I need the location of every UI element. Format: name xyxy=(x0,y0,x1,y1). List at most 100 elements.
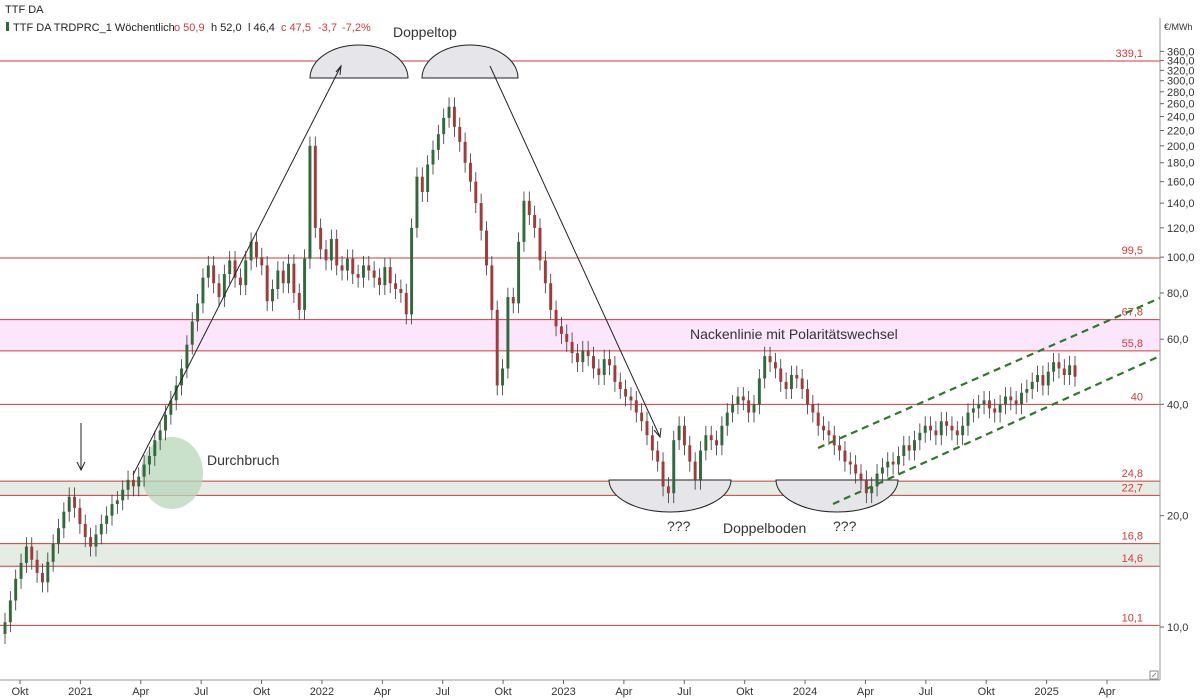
candle-body xyxy=(950,425,954,431)
level-label-1: 99,5 xyxy=(1122,245,1143,257)
candle xyxy=(1009,387,1013,411)
candle-body xyxy=(1073,365,1077,377)
candle-body xyxy=(233,260,237,278)
x-tick-label-15: Jul xyxy=(919,686,933,698)
candle-body xyxy=(399,289,403,293)
candle xyxy=(361,256,365,288)
candle xyxy=(543,251,547,294)
candle-body xyxy=(645,421,649,436)
x-tick-label-4: Okt xyxy=(253,686,270,698)
x-tick-label-0: Okt xyxy=(11,686,28,698)
candle xyxy=(46,552,50,593)
candle-body xyxy=(789,375,793,390)
candle xyxy=(324,239,328,271)
candle-body xyxy=(939,421,943,436)
candle-body xyxy=(955,430,959,436)
candle-body xyxy=(570,341,574,354)
candle xyxy=(517,232,521,314)
candle xyxy=(784,372,788,399)
y-tick-label-4: 280,0 xyxy=(1167,87,1195,99)
x-tick-label-12: Okt xyxy=(736,686,753,698)
candle xyxy=(190,312,194,355)
candle-body xyxy=(1025,389,1029,393)
candle-body xyxy=(731,404,735,413)
candle-body xyxy=(870,486,874,494)
label-nackenlinie: Nackenlinie mit Polaritätswechsel xyxy=(690,326,898,342)
level-label-6: 22,7 xyxy=(1122,482,1143,494)
candle xyxy=(715,430,719,456)
candle-body xyxy=(436,134,440,150)
candle-body xyxy=(1003,396,1007,405)
candle-body xyxy=(468,162,472,182)
x-tick-label-5: 2022 xyxy=(310,686,334,698)
candle xyxy=(463,132,467,173)
candle xyxy=(94,525,98,557)
candle-body xyxy=(308,145,312,259)
candle xyxy=(682,416,686,456)
x-tick-label-2: Apr xyxy=(132,686,149,698)
candle-body xyxy=(565,333,569,342)
candle-body xyxy=(46,561,50,583)
candle-body xyxy=(586,350,590,357)
level-label-3: 55,8 xyxy=(1122,338,1143,350)
candle-body xyxy=(361,265,365,278)
candle-body xyxy=(57,528,60,544)
candle xyxy=(929,416,933,441)
candle-body xyxy=(806,389,809,405)
candle-body xyxy=(575,353,579,363)
candle-body xyxy=(30,546,34,560)
candle xyxy=(105,506,109,534)
y-tick-label-8: 200,0 xyxy=(1167,141,1195,153)
zone-green-2 xyxy=(0,543,1160,567)
candle xyxy=(854,455,858,484)
candle-body xyxy=(254,241,258,258)
candle xyxy=(1046,362,1050,396)
candle-body xyxy=(260,257,264,266)
candle xyxy=(880,458,884,484)
candle xyxy=(688,435,692,472)
candle xyxy=(763,346,767,389)
candle-body xyxy=(1036,375,1040,382)
candle-body xyxy=(372,270,376,278)
candle xyxy=(212,256,216,294)
candle xyxy=(431,140,435,175)
candle xyxy=(121,480,125,511)
candle xyxy=(923,416,927,443)
candle xyxy=(656,441,660,472)
candle xyxy=(907,435,911,461)
candle-body xyxy=(212,265,216,284)
candle-body xyxy=(966,412,970,426)
legend-low: l 46,4 xyxy=(248,22,275,34)
resize-handle[interactable] xyxy=(1149,670,1159,680)
candle xyxy=(174,376,178,411)
candle xyxy=(527,191,531,225)
candle-body xyxy=(896,455,900,465)
candle xyxy=(1014,390,1018,415)
candle xyxy=(185,335,189,379)
candle xyxy=(383,257,387,296)
candle xyxy=(918,423,922,451)
candle-body xyxy=(715,440,719,446)
candle xyxy=(24,537,28,573)
x-tick-label-16: Okt xyxy=(978,686,995,698)
x-tick-label-18: Apr xyxy=(1098,686,1115,698)
candle-body xyxy=(67,496,71,512)
candle xyxy=(228,251,232,285)
candle xyxy=(618,372,622,399)
candle xyxy=(501,359,505,396)
doppeltop-shapes xyxy=(309,44,519,79)
candle-body xyxy=(265,265,269,302)
candle xyxy=(640,403,644,432)
candle xyxy=(265,256,269,312)
candle xyxy=(886,452,890,478)
candle xyxy=(795,365,799,389)
level-label-2: 67,8 xyxy=(1122,307,1143,319)
candle xyxy=(276,261,280,299)
candle-body xyxy=(634,400,638,413)
candle xyxy=(570,332,574,364)
candle xyxy=(966,403,970,436)
candle-body xyxy=(340,265,344,271)
candle xyxy=(196,293,200,332)
candle xyxy=(624,379,628,407)
